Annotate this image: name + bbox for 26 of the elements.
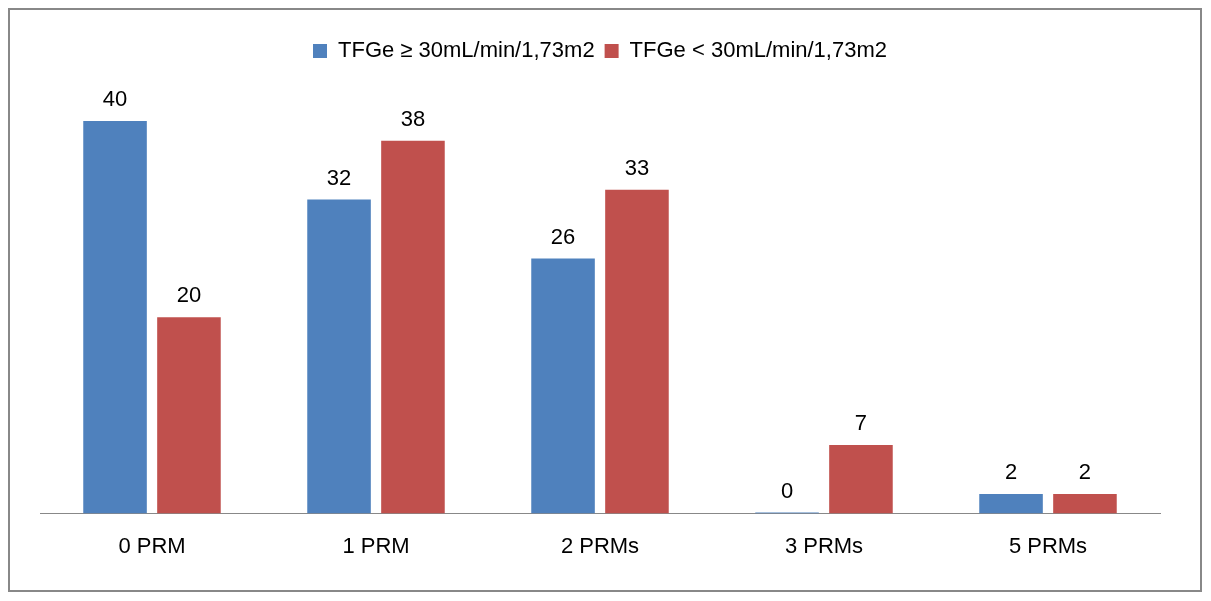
bar [83,121,147,514]
bar [381,140,445,514]
x-tick-label: 5 PRMs [1008,532,1088,558]
bar [157,317,221,514]
legend-label: TFGe ≥ 30mL/min/1,73m2 [338,37,595,63]
data-label: 26 [550,223,576,249]
data-label: 33 [624,154,650,180]
bar [605,189,669,514]
x-tick-label: 1 PRM [342,532,410,558]
data-label: 7 [854,409,868,435]
data-label: 0 [780,477,794,503]
data-label: 2 [1078,459,1092,485]
data-label: 2 [1004,459,1018,485]
data-label: 40 [102,86,128,112]
bar [1053,493,1117,514]
bar [531,258,595,514]
data-label: 20 [176,282,202,308]
x-tick-label: 3 PRMs [784,532,864,558]
data-label: 38 [400,105,426,131]
data-label: 32 [326,164,352,190]
x-tick-label: 2 PRMs [560,532,640,558]
bar [829,444,893,514]
x-tick-label: 0 PRM [118,532,186,558]
bar [979,493,1043,514]
legend-label: TFGe < 30mL/min/1,73m2 [629,37,887,63]
bar [307,199,371,514]
